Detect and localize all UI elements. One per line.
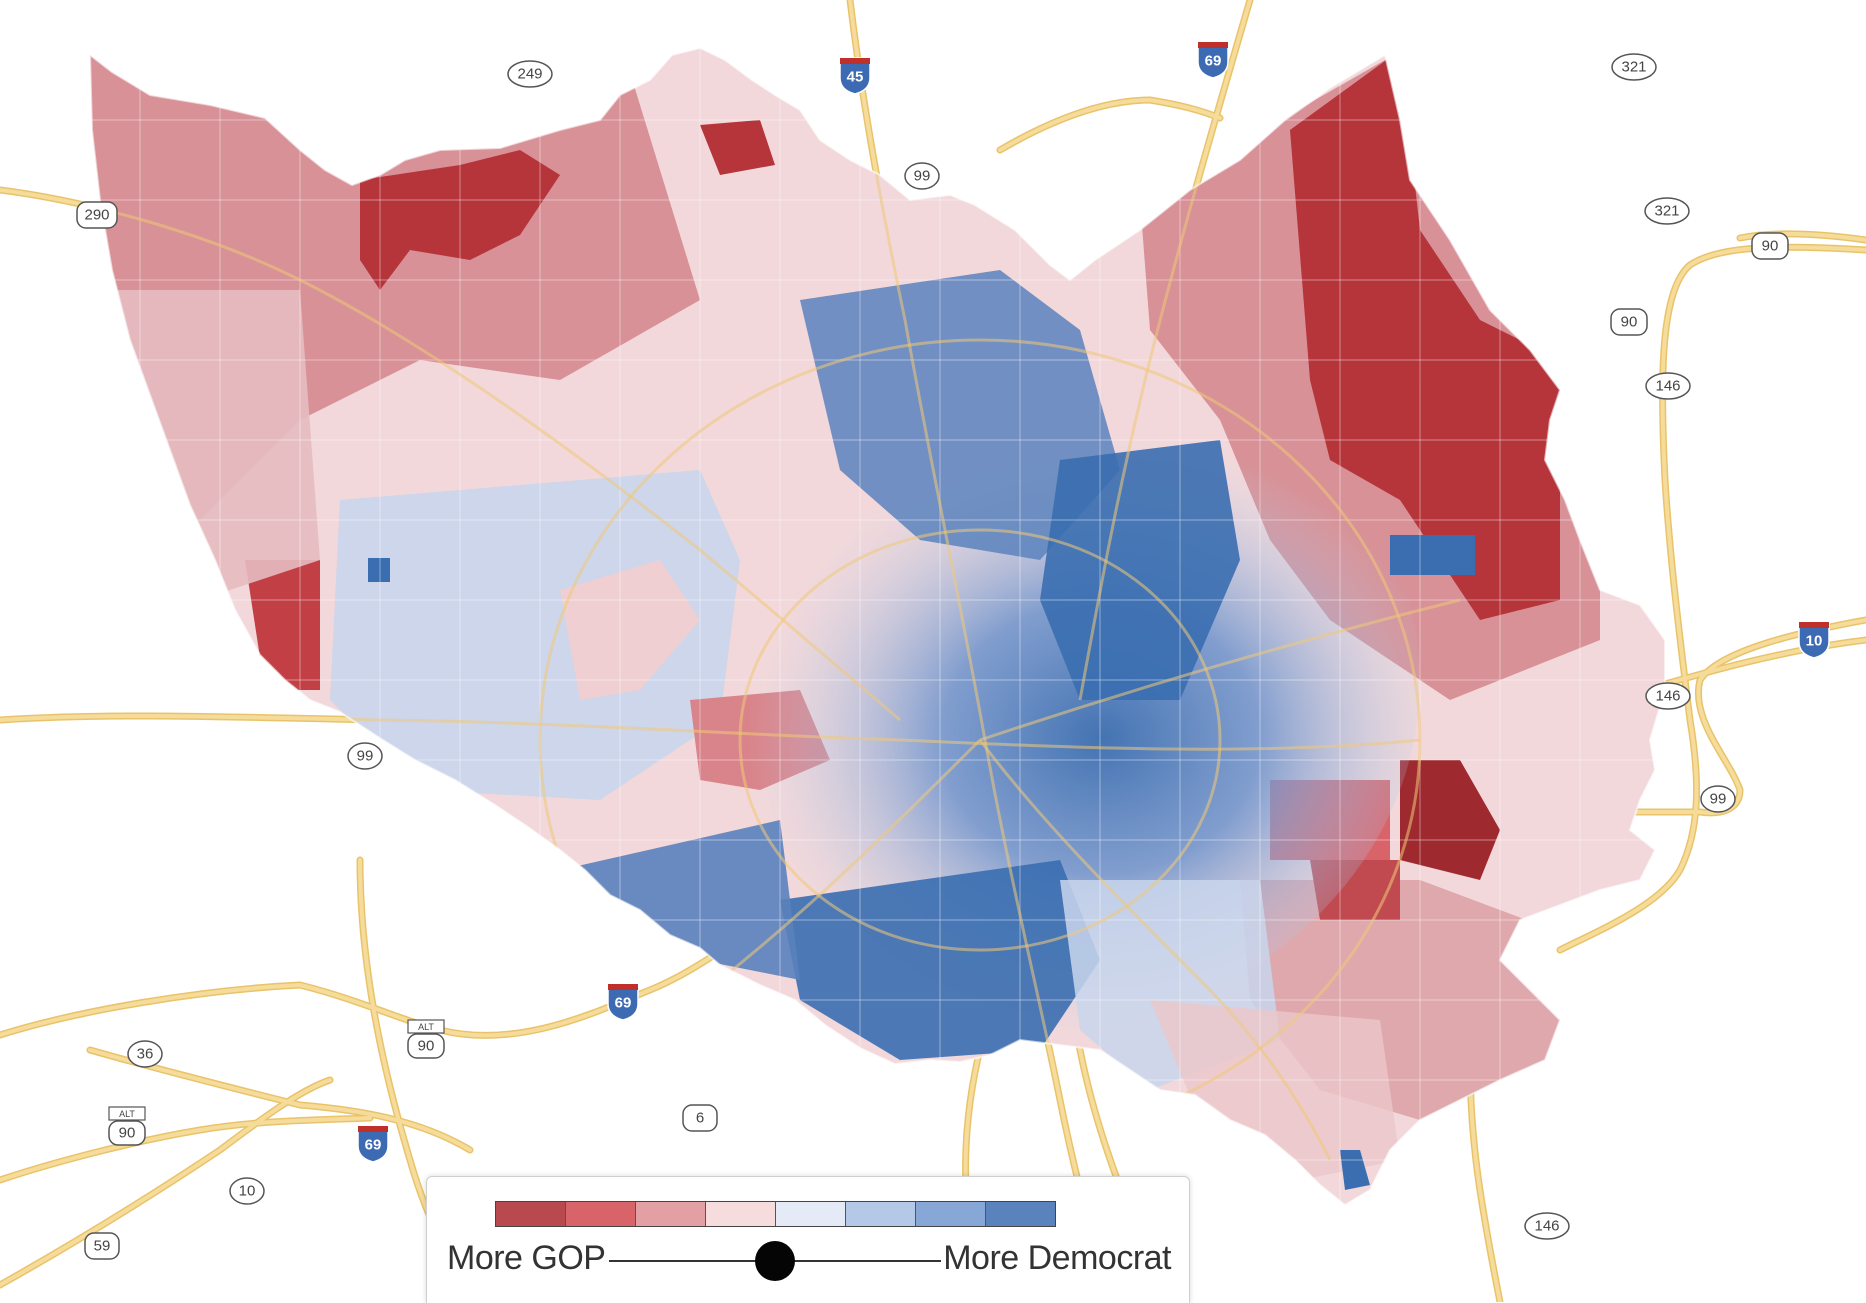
precinct-region-north-strong[interactable]: [700, 120, 775, 175]
precinct-region-east-strong[interactable]: [1400, 760, 1500, 880]
shield-label: 99: [914, 168, 931, 185]
state-route-shield: 249: [507, 60, 553, 88]
legend-swatch-2: [566, 1202, 636, 1226]
interstate-shield: 45: [839, 57, 871, 95]
state-route-shield: 10: [229, 1177, 265, 1205]
shield-label: 146: [1534, 1218, 1559, 1235]
state-route-shield: 321: [1611, 53, 1657, 81]
us-route-shield: 90: [1610, 308, 1648, 336]
state-route-shield: 146: [1645, 372, 1691, 400]
state-route-shield: 146: [1524, 1212, 1570, 1240]
us-route-shield: 90: [1751, 232, 1789, 260]
us-alt-route-shield: ALT 90: [108, 1106, 146, 1146]
shield-label: 249: [517, 66, 542, 83]
legend-label-gop: More GOP: [447, 1239, 606, 1277]
precinct-region-east-blue[interactable]: [1040, 440, 1240, 700]
shield-label: 146: [1655, 688, 1680, 705]
legend-swatch-5: [776, 1202, 846, 1226]
legend-label-democrat: More Democrat: [943, 1239, 1171, 1277]
interstate-shield: 69: [357, 1125, 389, 1163]
us-route-shield: 6: [682, 1104, 718, 1132]
shield-label: 321: [1621, 59, 1646, 76]
legend-swatch-1: [496, 1202, 566, 1226]
state-route-shield: 99: [1700, 785, 1736, 813]
precinct-region-northeast-strong[interactable]: [1290, 50, 1560, 620]
shield-label: 69: [365, 1137, 382, 1154]
legend-color-scale: [495, 1201, 1056, 1227]
us-route-shield: 59: [84, 1232, 120, 1260]
legend-swatch-6: [846, 1202, 916, 1226]
state-route-shield: 321: [1644, 197, 1690, 225]
svg-text:ALT: ALT: [418, 1022, 434, 1032]
precinct-region-southeast-blue-spot[interactable]: [1340, 1150, 1370, 1190]
shield-label: 6: [696, 1110, 704, 1127]
state-route-shield: 146: [1645, 682, 1691, 710]
shield-label: 90: [418, 1038, 435, 1055]
shield-label: 146: [1655, 378, 1680, 395]
shield-label: 45: [847, 69, 864, 86]
legend-swatch-4: [706, 1202, 776, 1226]
precinct-region-west-blue-spot[interactable]: [368, 558, 390, 582]
legend-swatch-8: [986, 1202, 1055, 1226]
shield-label: 10: [239, 1183, 256, 1200]
state-route-shield: 99: [904, 162, 940, 190]
shield-label: 36: [137, 1046, 154, 1063]
legend-swatch-3: [636, 1202, 706, 1226]
legend-swatch-7: [916, 1202, 986, 1226]
shield-label: 90: [119, 1125, 136, 1142]
shield-label: 99: [1710, 791, 1727, 808]
shield-label: 10: [1806, 633, 1823, 650]
interstate-shield: 69: [607, 983, 639, 1021]
precinct-region-far-south-pink[interactable]: [1150, 1000, 1400, 1180]
shield-label: 290: [84, 207, 109, 224]
shield-label: 59: [94, 1238, 111, 1255]
svg-text:ALT: ALT: [119, 1109, 135, 1119]
shield-label: 69: [615, 995, 632, 1012]
shield-label: 69: [1205, 53, 1222, 70]
highway-shields: 249 45 69 321 290 99 321 90 90 146 10 14…: [76, 41, 1830, 1260]
precinct-region-west-light[interactable]: [110, 290, 320, 600]
legend-slider-handle[interactable]: [755, 1241, 795, 1281]
state-route-shield: 36: [127, 1040, 163, 1068]
shield-label: 99: [357, 748, 374, 765]
state-route-shield: 99: [347, 742, 383, 770]
map-legend: More GOP More Democrat: [426, 1176, 1190, 1303]
shield-label: 321: [1654, 203, 1679, 220]
interstate-shield: 69: [1197, 41, 1229, 79]
shield-label: 90: [1621, 314, 1638, 331]
shield-label: 90: [1762, 238, 1779, 255]
us-alt-route-shield: ALT 90: [407, 1019, 445, 1059]
precinct-region-northwest-strong[interactable]: [360, 150, 560, 290]
interstate-shield: 10: [1798, 621, 1830, 659]
us-route-shield: 290: [76, 201, 118, 229]
precinct-region-east-blue-spot[interactable]: [1390, 535, 1475, 575]
precinct-region-southwest-blue[interactable]: [560, 820, 800, 980]
